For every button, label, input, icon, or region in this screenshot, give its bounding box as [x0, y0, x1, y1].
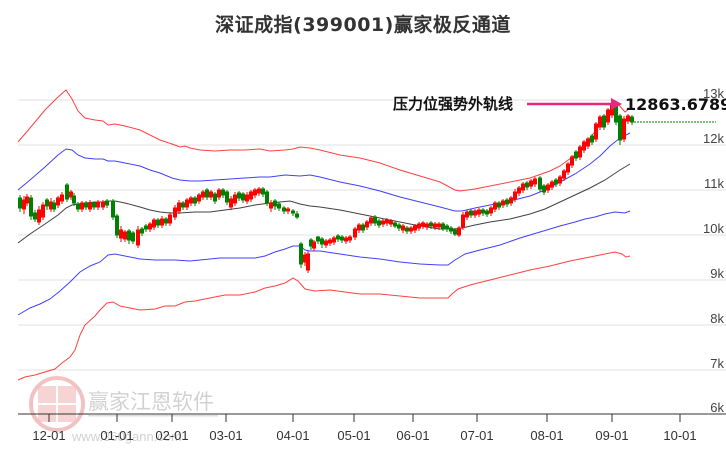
x-tick-label: 12-01	[32, 428, 65, 443]
y-tick-label: 9k	[710, 266, 724, 281]
outer-lower-band	[17, 251, 631, 381]
x-tick-label: 05-01	[337, 428, 370, 443]
x-axis-labels: 12-01 01-01 02-01 03-01 04-01 05-01 06-0…	[32, 428, 696, 443]
x-tick-label: 02-01	[155, 428, 188, 443]
x-tick-label: 04-01	[276, 428, 309, 443]
y-tick-label: 11k	[704, 176, 724, 191]
x-tick-label: 10-01	[663, 428, 696, 443]
watermark-brand: 赢家江恩软件	[88, 390, 214, 414]
x-axis-ticks	[48, 414, 681, 422]
watermark	[29, 376, 85, 432]
x-tick-label: 07-01	[460, 428, 493, 443]
middle-line	[17, 163, 631, 244]
y-tick-label: 13k	[703, 86, 724, 101]
chart-title: 深证成指(399001)赢家极反通道	[215, 14, 511, 36]
watermark-logo-icon	[29, 376, 85, 432]
x-tick-label: 08-01	[530, 428, 563, 443]
resistance-label: 压力位强势外轨线	[393, 95, 513, 113]
candlesticks	[18, 103, 634, 273]
y-tick-label: 8k	[710, 311, 724, 326]
y-tick-label: 6k	[710, 400, 724, 415]
y-axis: 13k 12k 11k 10k 9k 8k 7k 6k	[703, 86, 724, 415]
inner-lower-band	[17, 210, 631, 316]
x-tick-label: 03-01	[209, 428, 242, 443]
inner-upper-band	[17, 132, 631, 212]
x-tick-label: 09-01	[595, 428, 628, 443]
x-tick-label: 01-01	[100, 428, 133, 443]
outer-upper-band	[17, 89, 631, 192]
y-tick-label: 12k	[703, 131, 724, 146]
y-tick-label: 10k	[703, 221, 724, 236]
y-tick-label: 7k	[710, 356, 724, 371]
x-tick-label: 06-01	[396, 428, 429, 443]
resistance-value: 12863.6789	[625, 95, 726, 114]
watermark-url: www.360gann.com	[71, 429, 182, 444]
arrow-head-icon	[611, 98, 622, 110]
